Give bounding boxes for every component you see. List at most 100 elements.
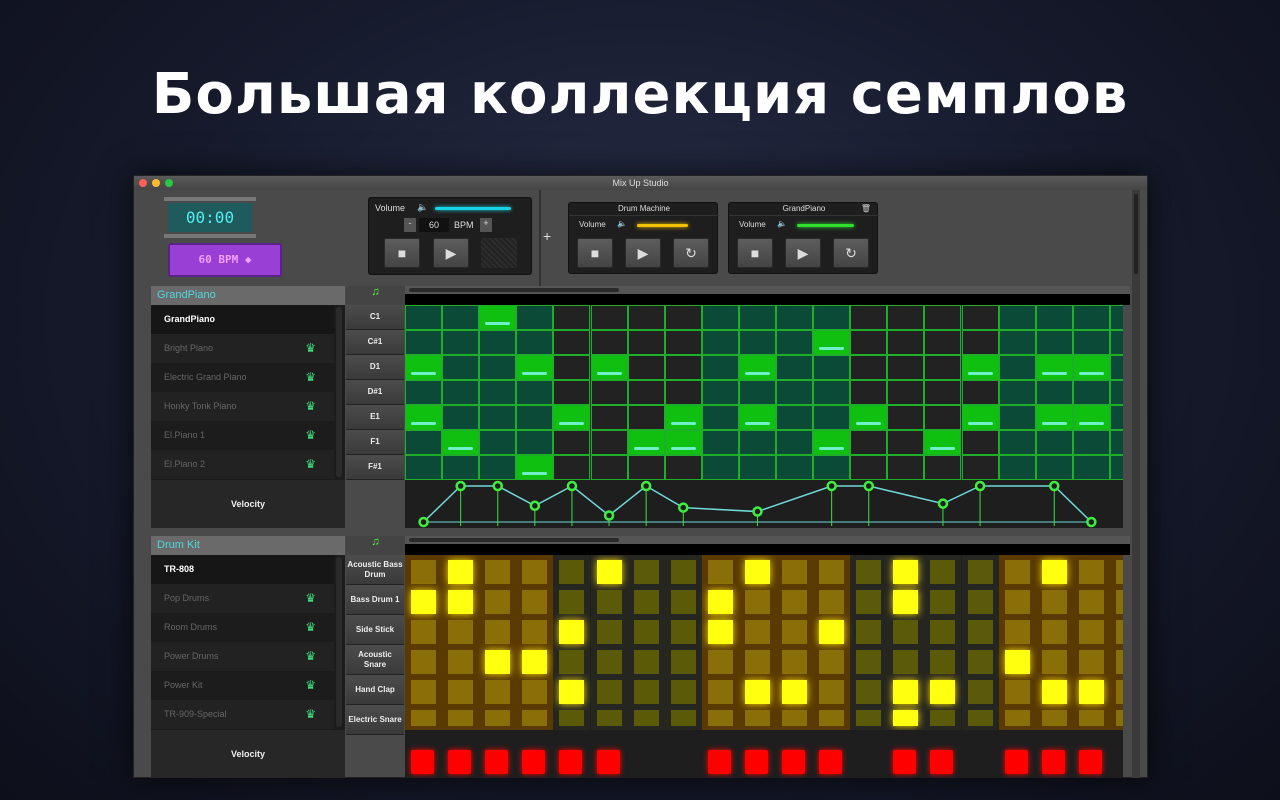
drum-step[interactable] xyxy=(782,650,808,674)
drum-step[interactable] xyxy=(1078,560,1104,584)
bpm-input[interactable]: 60 xyxy=(419,218,449,232)
note-cell[interactable] xyxy=(1035,455,1073,480)
note-cell-active[interactable] xyxy=(850,405,888,430)
note-cell[interactable] xyxy=(1072,430,1110,455)
drum-step[interactable] xyxy=(707,680,733,704)
drum-step[interactable] xyxy=(1004,590,1030,614)
instrument-item[interactable]: Honky Tonk Piano ♛ xyxy=(151,392,334,421)
drum-step[interactable] xyxy=(1115,710,1123,726)
note-cell[interactable] xyxy=(479,330,517,355)
note-cell[interactable] xyxy=(553,330,591,355)
note-cell-active[interactable] xyxy=(738,405,776,430)
note-cell[interactable] xyxy=(664,355,702,380)
note-cell[interactable] xyxy=(1109,380,1123,405)
drum-step[interactable] xyxy=(448,620,474,644)
note-cell-active[interactable] xyxy=(405,355,443,380)
drum-step[interactable] xyxy=(522,710,548,726)
drum-step[interactable] xyxy=(856,620,882,644)
drum-step[interactable] xyxy=(967,710,993,726)
note-cell[interactable] xyxy=(961,430,999,455)
velocity-point[interactable] xyxy=(826,480,837,492)
drum-step[interactable] xyxy=(411,560,437,584)
note-cell[interactable] xyxy=(405,455,443,480)
velocity-point[interactable] xyxy=(492,480,503,492)
velocity-point[interactable] xyxy=(566,480,578,492)
drum-step-active[interactable] xyxy=(559,620,585,644)
list-scrollbar[interactable] xyxy=(336,307,342,477)
note-cell-active[interactable] xyxy=(1072,405,1110,430)
drum-velocity-bar[interactable] xyxy=(707,750,731,774)
drum-step[interactable] xyxy=(485,680,511,704)
note-cell[interactable] xyxy=(961,305,999,330)
drum-step[interactable] xyxy=(1004,620,1030,644)
drum-step[interactable] xyxy=(967,650,993,674)
note-cell[interactable] xyxy=(776,430,814,455)
drum-step[interactable] xyxy=(448,710,474,726)
note-cell[interactable] xyxy=(701,455,739,480)
note-cell[interactable] xyxy=(627,355,665,380)
drum-step[interactable] xyxy=(670,680,696,704)
drum-step[interactable] xyxy=(1115,590,1123,614)
note-cell[interactable] xyxy=(590,405,628,430)
note-cell[interactable] xyxy=(1109,330,1123,355)
drum-step[interactable] xyxy=(596,620,622,644)
drum-step[interactable] xyxy=(670,590,696,614)
note-cell[interactable] xyxy=(627,305,665,330)
note-cell[interactable] xyxy=(553,455,591,480)
drum-step[interactable] xyxy=(596,590,622,614)
drum-velocity-bar[interactable] xyxy=(930,750,954,774)
note-cell[interactable] xyxy=(1072,380,1110,405)
note-cell[interactable] xyxy=(924,355,962,380)
drum-step-active[interactable] xyxy=(1078,680,1104,704)
note-cell[interactable] xyxy=(405,380,443,405)
drum-step[interactable] xyxy=(670,650,696,674)
drum-step[interactable] xyxy=(411,710,437,726)
drum-step-active[interactable] xyxy=(596,560,622,584)
drum-step[interactable] xyxy=(411,620,437,644)
drum-step[interactable] xyxy=(782,710,808,726)
v-scrollbar[interactable] xyxy=(1132,190,1140,778)
drum-velocity-bar[interactable] xyxy=(782,750,806,774)
drum-step[interactable] xyxy=(930,560,956,584)
drum-velocity-bar[interactable] xyxy=(485,750,509,774)
track-volume-slider[interactable] xyxy=(637,224,688,227)
velocity-point[interactable] xyxy=(603,510,615,521)
drum-step[interactable] xyxy=(485,590,511,614)
drum-step[interactable] xyxy=(522,620,548,644)
drum-step-active[interactable] xyxy=(522,650,548,674)
drum-step[interactable] xyxy=(1004,710,1030,726)
drum-step-active[interactable] xyxy=(744,560,770,584)
zoom-button[interactable] xyxy=(165,179,173,187)
drum-step[interactable] xyxy=(1078,620,1104,644)
instrument-item[interactable]: Electric Grand Piano ♛ xyxy=(151,363,334,392)
drum-step[interactable] xyxy=(1041,710,1067,726)
drum-step[interactable] xyxy=(1078,710,1104,726)
note-label[interactable]: E1 xyxy=(346,405,404,430)
note-cell[interactable] xyxy=(776,330,814,355)
velocity-point[interactable] xyxy=(863,480,874,492)
drum-step-grid[interactable] xyxy=(405,555,1123,730)
drum-step[interactable] xyxy=(559,560,585,584)
note-cell[interactable] xyxy=(1035,305,1073,330)
drum-sound-label[interactable]: Side Stick xyxy=(346,615,404,645)
note-cell[interactable] xyxy=(776,405,814,430)
drum-velocity-bar[interactable] xyxy=(522,750,546,774)
stop-button[interactable]: ■ xyxy=(384,238,420,268)
note-cell[interactable] xyxy=(516,430,554,455)
note-label[interactable]: D#1 xyxy=(346,380,404,405)
drum-step[interactable] xyxy=(930,590,956,614)
trash-icon[interactable]: 🗑 xyxy=(860,204,871,213)
note-cell[interactable] xyxy=(998,430,1036,455)
drum-velocity-bar[interactable] xyxy=(893,750,917,774)
note-cell[interactable] xyxy=(850,330,888,355)
note-cell[interactable] xyxy=(664,380,702,405)
note-cell[interactable] xyxy=(590,455,628,480)
note-cell[interactable] xyxy=(479,455,517,480)
note-cell-active[interactable] xyxy=(627,430,665,455)
note-cell[interactable] xyxy=(887,455,925,480)
note-label[interactable]: F#1 xyxy=(346,455,404,480)
drum-step-active[interactable] xyxy=(782,680,808,704)
note-cell-active[interactable] xyxy=(516,355,554,380)
track-volume-slider[interactable] xyxy=(797,224,854,227)
drum-step[interactable] xyxy=(1041,590,1067,614)
